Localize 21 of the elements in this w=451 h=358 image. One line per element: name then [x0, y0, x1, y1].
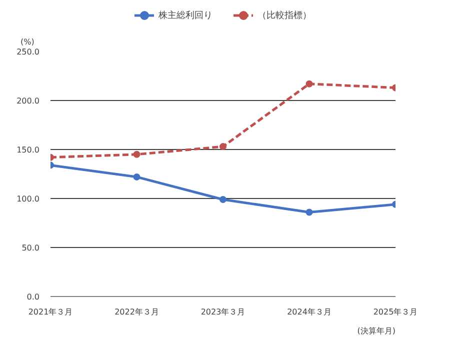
y-tick-label: 0.0 [26, 292, 40, 302]
y-tick-label: 150.0 [16, 146, 40, 154]
x-tick-label: 2024年３月 [287, 308, 332, 316]
x-tick-label: 2023年３月 [200, 308, 246, 316]
point [306, 80, 313, 88]
legend-label: 株主総利回り [158, 10, 212, 22]
y-tick-label: 100.0 [16, 194, 40, 204]
x-tick-label: 2025年３月 [373, 308, 418, 316]
x-axis-title: (決算年月) [357, 326, 396, 336]
y-axis-title: (%) [20, 38, 34, 46]
point [220, 143, 226, 150]
x-tick-label: 2021年３月 [28, 308, 73, 316]
point [306, 208, 313, 216]
x-tick-label: 2022年３月 [114, 308, 159, 316]
point [133, 150, 140, 158]
point [133, 173, 140, 180]
y-tick-label: 250.0 [16, 48, 40, 56]
y-tick-label: 200.0 [16, 96, 40, 106]
point [220, 196, 226, 203]
legend-label: （比較指標） [258, 10, 312, 22]
y-tick-label: 50.0 [22, 244, 40, 252]
